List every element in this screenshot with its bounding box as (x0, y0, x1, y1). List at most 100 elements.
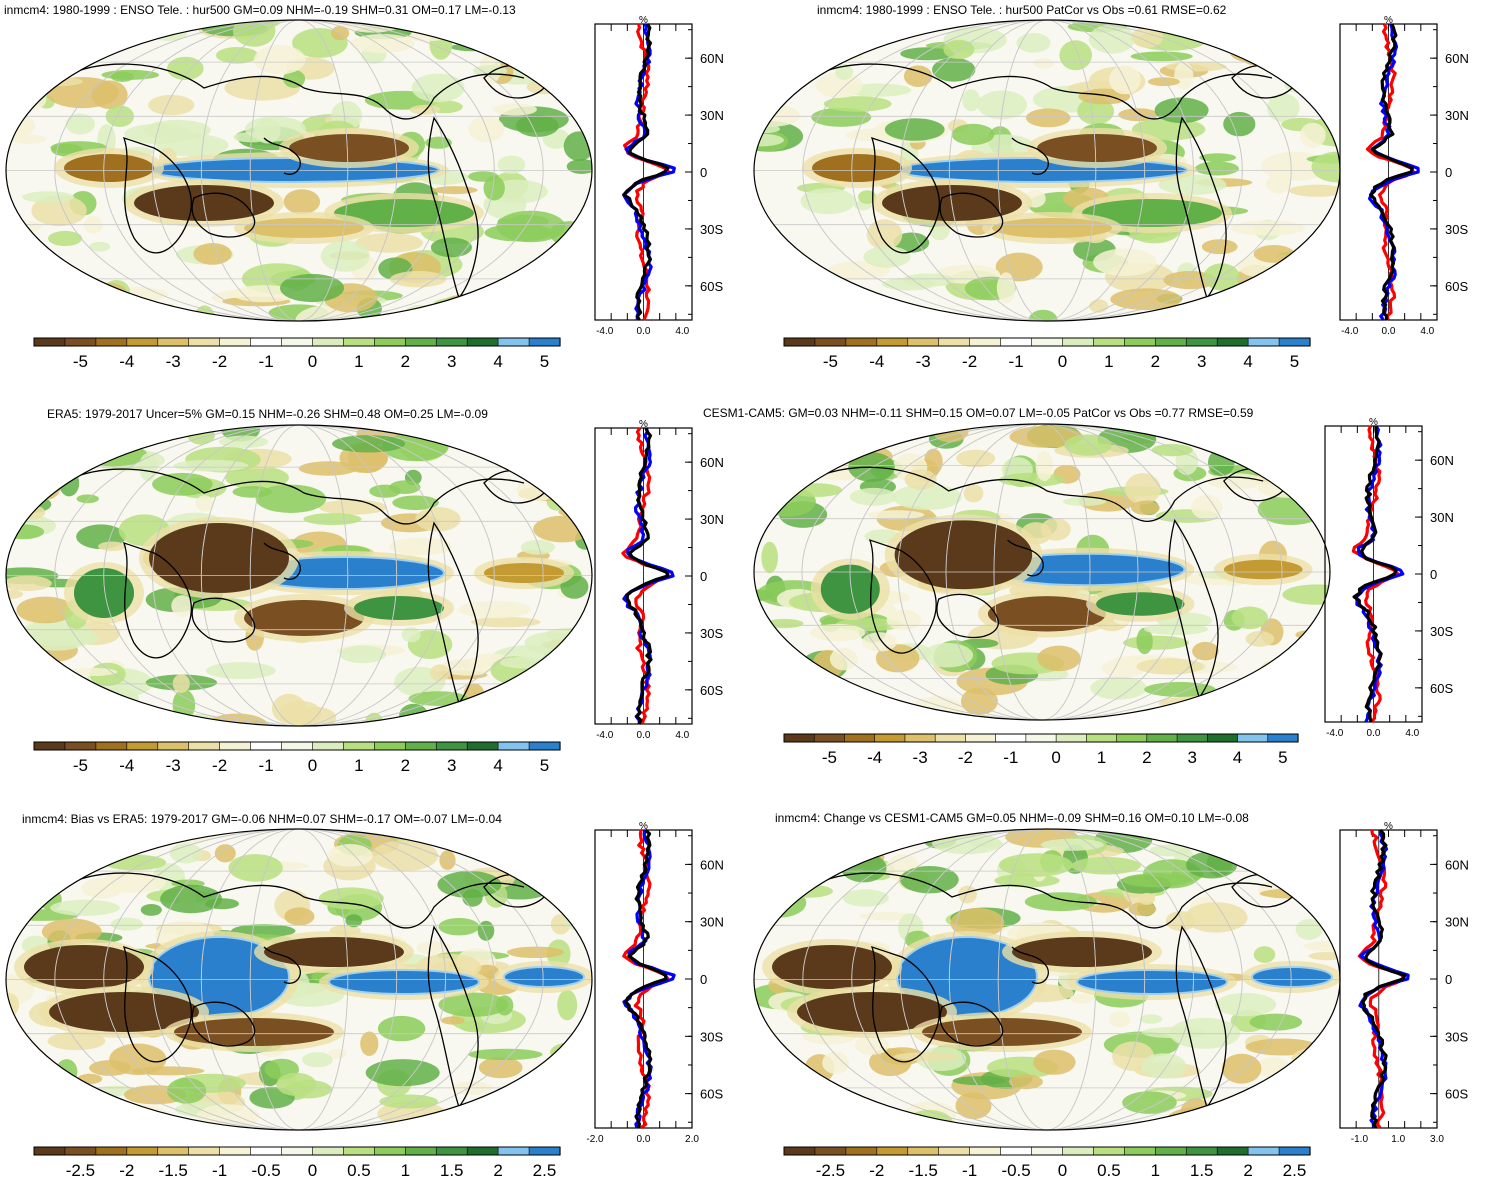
field-blob (108, 709, 156, 726)
field-blob (854, 1035, 889, 1055)
field-feature (894, 520, 1033, 590)
field-blob (171, 595, 194, 617)
field-feature (1037, 134, 1157, 162)
field-feature (49, 992, 199, 1032)
colorbar-swatch (938, 1146, 971, 1156)
field-blob (119, 303, 142, 321)
colorbar: -5 -4 -3 -2 -1 0 1 2 3 4 5 (33, 337, 561, 371)
field-blob (441, 1016, 465, 1025)
y-tick-label: 30S (700, 626, 723, 641)
colorbar-tick-label: -1 (1003, 748, 1018, 767)
field-blob (30, 474, 61, 500)
y-tick-label: 30S (700, 1029, 723, 1044)
field-blob (67, 667, 118, 676)
field-blob (26, 629, 101, 647)
meridian-line (152, 20, 446, 321)
field-blob (790, 483, 843, 497)
field-blob (65, 113, 95, 135)
field-blob (6, 575, 52, 592)
field-blob (388, 537, 453, 556)
field-blob (339, 645, 387, 664)
meridian-line (152, 425, 446, 726)
field-blob (1230, 220, 1305, 236)
unit-label: % (639, 821, 648, 832)
field-blob (81, 425, 134, 444)
field-blob (1294, 298, 1333, 312)
field-blob (228, 854, 283, 882)
colorbar-tick-label: -0.5 (1001, 1161, 1030, 1180)
field-blob (1191, 495, 1223, 520)
colorbar-swatch (1278, 337, 1311, 347)
field-blob (556, 1101, 592, 1113)
field-feature (484, 563, 564, 583)
map (5, 19, 593, 322)
field-blob (849, 487, 897, 506)
coastline (810, 466, 1264, 522)
field-feature (772, 945, 892, 989)
field-blob (866, 510, 925, 520)
field-blob (77, 1073, 103, 1084)
field-blob (1311, 151, 1340, 183)
x-tick-label: -4.0 (596, 326, 614, 337)
field-blob (1147, 77, 1180, 87)
x-tick-label: 0.0 (1367, 728, 1381, 739)
colorbar-swatch (1086, 733, 1118, 743)
coastline (870, 945, 940, 1063)
zonal-mean-line (1369, 23, 1414, 321)
colorbar-tick-label: -1 (259, 352, 274, 371)
colorbar-swatch (157, 1146, 190, 1156)
colorbar-swatch (497, 741, 530, 751)
field-blob (904, 469, 937, 490)
colorbar-tick-label: -2 (212, 352, 227, 371)
unit-label: % (1384, 15, 1393, 26)
field-feature (1223, 559, 1303, 580)
field-blob (1025, 108, 1071, 128)
y-tick-label: 0 (700, 165, 707, 180)
field-blob (468, 116, 505, 142)
field-blob (302, 1052, 333, 1068)
field-blob (468, 1048, 543, 1061)
field-blob (1033, 1049, 1076, 1075)
colorbar-tick-label: -5 (73, 756, 88, 775)
colorbar-tick-label: -2 (958, 748, 973, 767)
colorbar-swatch (343, 741, 375, 751)
colorbar-swatch (528, 337, 561, 347)
colorbar-tick-label: -2.5 (816, 1161, 845, 1180)
field-blob (1268, 832, 1337, 860)
y-tick-label: 60S (700, 683, 723, 698)
colorbar-swatch (64, 337, 97, 347)
field-blob (1274, 701, 1298, 720)
field-blob (519, 667, 571, 692)
colorbar-swatch (281, 1146, 314, 1156)
map-border (5, 828, 593, 1131)
x-tick-label: 0.0 (637, 1134, 651, 1145)
y-tick-label: 30S (1445, 222, 1468, 237)
colorbar-tick-label: -2 (119, 1161, 134, 1180)
field-blob (11, 39, 34, 54)
panel-title: ERA5: 1979-2017 Uncer=5% GM=0.15 NHM=-0.… (47, 407, 488, 421)
field-blob (1165, 911, 1196, 931)
colorbar-tick-label: 1 (1151, 1161, 1160, 1180)
field-blob (1090, 676, 1147, 700)
field-feature (334, 199, 474, 227)
field-blob (437, 871, 502, 898)
field-blob (13, 496, 52, 513)
zonal-mean-plot: % 60N 30N 0 30S 60S -2.0 0.0 2.0 (586, 821, 723, 1145)
meridian-line (249, 829, 349, 1130)
colorbar-swatch (64, 1146, 97, 1156)
field-blob (345, 914, 363, 928)
meridian-line (802, 829, 1292, 1130)
colorbar-swatch (1093, 1146, 1125, 1156)
field-blob (1257, 703, 1300, 720)
field-blob (1245, 1038, 1319, 1056)
colorbar-swatch (1000, 1146, 1033, 1156)
field-blob (823, 96, 892, 112)
field-blob (1201, 705, 1263, 720)
field-blob (840, 430, 891, 444)
field-blob (754, 27, 796, 44)
colorbar-swatch (466, 741, 499, 751)
field-blob (869, 843, 892, 856)
colorbar-tick-label: -4 (119, 352, 134, 371)
field-blob (1158, 174, 1227, 196)
field-blob (283, 189, 321, 215)
